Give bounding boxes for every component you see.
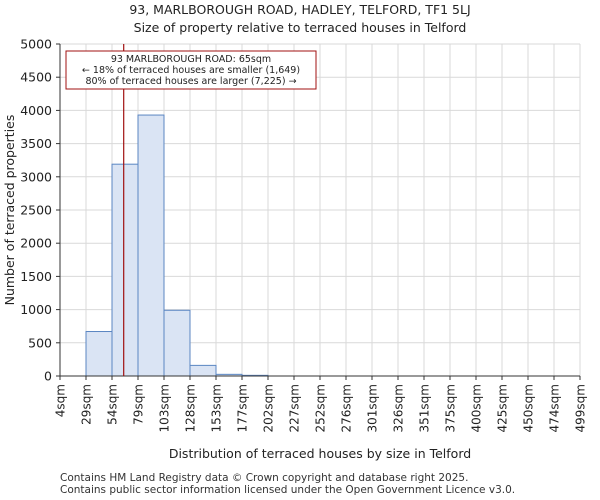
histogram-chart: 0 500 1000 1500 2000 2500 3000 3500 4000 4500 5000… — [2, 37, 588, 462]
x-tick-label: 351sqm — [418, 384, 432, 432]
y-tick-label: 5000 — [20, 37, 52, 52]
annotation-border — [65, 50, 317, 90]
x-tick-labels: 4sqm 29sqm 54sqm 79sqm 103sqm 128sqm 153sqm 177… — [54, 376, 588, 432]
x-tick-label: 400sqm — [470, 384, 484, 432]
x-axis-label: Distribution of terraced houses by size … — [169, 446, 471, 461]
chart-title: 93, MARLBOROUGH ROAD, HADLEY, TELFORD, T… — [129, 2, 471, 17]
x-tick-label: 4sqm — [54, 384, 68, 417]
y-tick-label: 4000 — [20, 103, 52, 118]
annotation-line-1: 93 MARLBOROUGH ROAD: 65sqm — [111, 54, 271, 65]
x-tick-label: 79sqm — [132, 384, 146, 425]
bar — [111, 163, 139, 377]
x-tick-label: 450sqm — [522, 384, 536, 432]
x-tick-label: 103sqm — [158, 384, 172, 432]
y-tick-label: 2500 — [20, 203, 52, 218]
x-tick-label: 425sqm — [496, 384, 510, 432]
x-tick-label: 177sqm — [236, 384, 250, 432]
y-tick-labels: 0 500 1000 1500 2000 2500 3000 3500 4000 4500 5000 — [20, 37, 60, 384]
x-tick-label: 326sqm — [392, 384, 406, 432]
x-tick-label: 153sqm — [210, 384, 224, 432]
y-tick-label: 4500 — [20, 70, 52, 85]
footer-licence: Contains public sector information licen… — [60, 484, 516, 496]
bar — [85, 331, 113, 377]
x-tick-label: 29sqm — [80, 384, 94, 425]
y-axis-label: Number of terraced properties — [2, 115, 17, 306]
annotation-line-3: 80% of terraced houses are larger (7,225… — [85, 76, 296, 87]
x-tick-label: 375sqm — [444, 384, 458, 432]
y-tick-label: 3500 — [20, 136, 52, 151]
y-tick-label: 2000 — [20, 236, 52, 251]
x-tick-label: 276sqm — [340, 384, 354, 432]
y-tick-label: 3000 — [20, 169, 52, 184]
x-tick-label: 54sqm — [106, 384, 120, 425]
footer-copyright: Contains HM Land Registry data © Crown c… — [60, 472, 469, 484]
y-tick-label: 500 — [28, 335, 52, 350]
x-tick-label: 202sqm — [262, 384, 276, 432]
x-tick-label: 128sqm — [184, 384, 198, 432]
bar — [189, 364, 217, 377]
x-tick-label: 252sqm — [314, 384, 328, 432]
bar — [137, 114, 165, 377]
x-tick-label: 301sqm — [366, 384, 380, 432]
y-tick-label: 1500 — [20, 269, 52, 284]
x-tick-label: 227sqm — [288, 384, 302, 432]
x-tick-label: 499sqm — [574, 384, 588, 432]
chart-subtitle: Size of property relative to terraced ho… — [133, 20, 467, 35]
y-tick-label: 0 — [44, 369, 52, 384]
bar — [163, 309, 191, 377]
x-tick-label: 474sqm — [548, 384, 562, 432]
annotation-line-2: ← 18% of terraced houses are smaller (1,… — [82, 65, 300, 76]
annotation-box: 93 MARLBOROUGH ROAD: 65sqm ← 18% of terr… — [65, 50, 317, 90]
y-tick-label: 1000 — [20, 302, 52, 317]
bars — [85, 114, 269, 377]
